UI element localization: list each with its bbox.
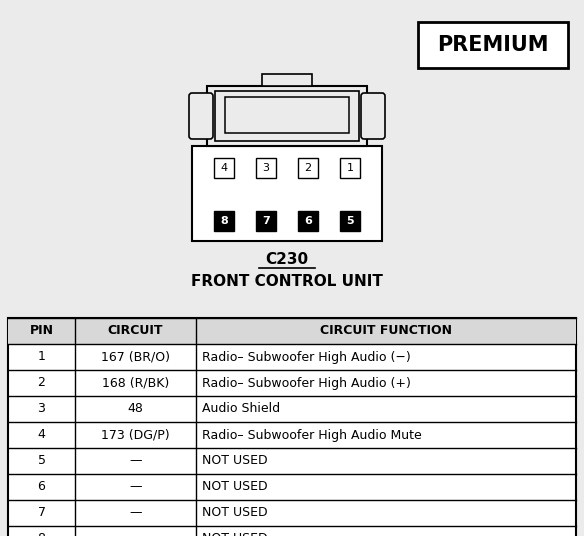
Text: Radio– Subwoofer High Audio (+): Radio– Subwoofer High Audio (+)	[202, 376, 411, 390]
Text: 1: 1	[37, 351, 46, 363]
Bar	[8, 318, 576, 344]
Text: FRONT CONTROL UNIT: FRONT CONTROL UNIT	[191, 274, 383, 289]
Text: CIRCUIT: CIRCUIT	[108, 324, 164, 338]
Bar	[8, 318, 576, 536]
Text: 3: 3	[262, 163, 269, 173]
Text: 48: 48	[127, 403, 144, 415]
Text: C230: C230	[266, 252, 308, 267]
Text: 4: 4	[220, 163, 228, 173]
Text: 2: 2	[37, 376, 46, 390]
FancyBboxPatch shape	[361, 93, 385, 139]
Text: —: —	[129, 480, 142, 494]
Bar	[256, 211, 276, 231]
Text: PIN: PIN	[30, 324, 54, 338]
Bar	[340, 158, 360, 178]
Text: 5: 5	[346, 216, 354, 226]
Text: 7: 7	[262, 216, 270, 226]
Text: 5: 5	[37, 455, 46, 467]
Text: Audio Shield: Audio Shield	[202, 403, 280, 415]
Text: 168 (R/BK): 168 (R/BK)	[102, 376, 169, 390]
Bar	[340, 211, 360, 231]
Bar	[256, 158, 276, 178]
Text: NOT USED: NOT USED	[202, 455, 267, 467]
Text: NOT USED: NOT USED	[202, 532, 267, 536]
Text: 2: 2	[304, 163, 311, 173]
Bar	[215, 91, 359, 141]
Bar	[192, 146, 382, 241]
Text: CIRCUIT FUNCTION: CIRCUIT FUNCTION	[320, 324, 452, 338]
Bar	[298, 211, 318, 231]
Text: 1: 1	[346, 163, 353, 173]
Text: Radio– Subwoofer High Audio (−): Radio– Subwoofer High Audio (−)	[202, 351, 411, 363]
Text: 7: 7	[37, 507, 46, 519]
Bar	[214, 158, 234, 178]
Text: 4: 4	[37, 428, 46, 442]
Text: 3: 3	[37, 403, 46, 415]
FancyBboxPatch shape	[189, 93, 213, 139]
Bar	[214, 211, 234, 231]
Text: —: —	[129, 455, 142, 467]
Bar	[418, 22, 568, 68]
Text: Radio– Subwoofer High Audio Mute: Radio– Subwoofer High Audio Mute	[202, 428, 422, 442]
Text: 8: 8	[220, 216, 228, 226]
Text: 8: 8	[37, 532, 46, 536]
Bar	[298, 158, 318, 178]
Text: —: —	[129, 532, 142, 536]
Text: NOT USED: NOT USED	[202, 507, 267, 519]
Bar	[225, 97, 349, 133]
Text: 6: 6	[37, 480, 46, 494]
Text: PREMIUM: PREMIUM	[437, 35, 549, 55]
Text: NOT USED: NOT USED	[202, 480, 267, 494]
Text: 167 (BR/O): 167 (BR/O)	[101, 351, 170, 363]
Text: 6: 6	[304, 216, 312, 226]
Bar	[207, 86, 367, 146]
Text: —: —	[129, 507, 142, 519]
Text: 173 (DG/P): 173 (DG/P)	[101, 428, 170, 442]
Bar	[262, 74, 312, 86]
